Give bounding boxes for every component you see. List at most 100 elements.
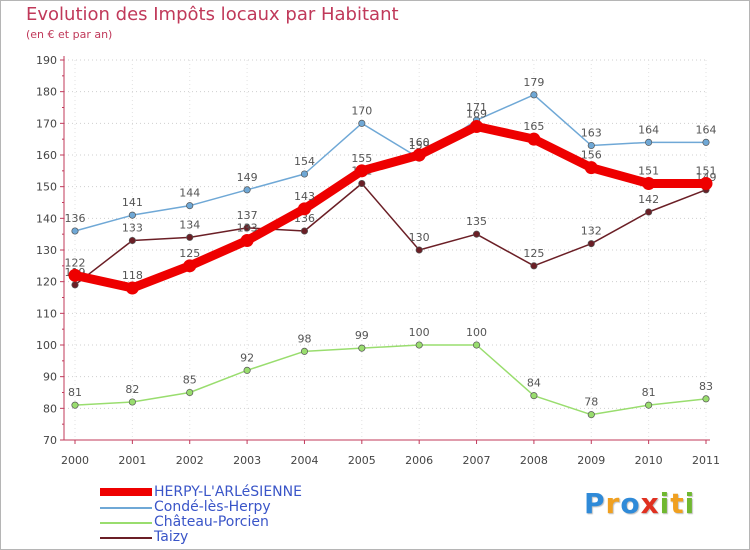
legend-swatch-herpy [100, 488, 152, 496]
data-label: 154 [294, 155, 315, 168]
data-point [530, 392, 538, 400]
data-point [530, 262, 538, 270]
data-point [300, 347, 309, 355]
data-label: 134 [179, 218, 200, 231]
x-tick-label: 2011 [692, 454, 720, 467]
legend-swatch-taizy [100, 537, 152, 539]
data-point [186, 202, 194, 210]
data-point [587, 240, 595, 248]
data-label: 83 [699, 380, 713, 393]
data-label: 125 [179, 247, 200, 260]
proxiti-logo: Proxiti [584, 487, 695, 520]
data-label: 92 [240, 351, 254, 364]
data-point [358, 179, 366, 188]
x-tick-label: 2004 [290, 454, 318, 467]
y-tick-label: 90 [43, 371, 57, 384]
logo-letter: i [684, 487, 696, 520]
data-point [128, 211, 136, 219]
y-tick-label: 150 [36, 181, 57, 194]
x-tick-label: 2008 [520, 454, 548, 467]
data-label: 133 [122, 222, 143, 235]
data-label: 136 [65, 212, 86, 225]
x-tick-label: 2005 [348, 454, 376, 467]
data-label: 85 [183, 374, 197, 387]
data-label: 144 [179, 187, 200, 200]
data-point [186, 388, 194, 397]
data-point [243, 186, 251, 194]
data-point [71, 227, 79, 235]
data-point [645, 208, 653, 216]
x-tick-label: 2003 [233, 454, 261, 467]
x-tick-label: 2002 [176, 454, 204, 467]
data-point [642, 177, 656, 190]
data-label: 151 [696, 165, 717, 178]
data-point [645, 138, 653, 146]
legend-swatch-conde [100, 507, 152, 509]
y-tick-label: 170 [36, 117, 57, 130]
x-tick-label: 2009 [577, 454, 605, 467]
legend-swatch-chateau [100, 522, 152, 524]
data-label: 99 [355, 329, 369, 342]
data-point [527, 132, 541, 146]
data-label: 142 [638, 193, 659, 206]
logo-letter: P [584, 487, 606, 520]
data-label: 141 [122, 196, 143, 209]
data-label: 163 [581, 127, 602, 140]
y-tick-label: 190 [36, 54, 57, 67]
data-label: 122 [65, 256, 86, 269]
legend-label-chateau: Château-Porcien [154, 514, 269, 530]
data-point [472, 341, 481, 349]
logo-letter: x [640, 487, 660, 520]
data-label: 171 [466, 101, 487, 114]
data-label: 98 [297, 332, 311, 345]
y-tick-label: 120 [36, 276, 57, 289]
chart-title: Evolution des Impôts locaux par Habitant [26, 4, 399, 25]
data-point [243, 366, 251, 374]
data-point [470, 120, 484, 133]
data-label: 78 [584, 396, 598, 409]
data-point [125, 281, 139, 295]
legend-label-herpy: HERPY-L'ARLéSIENNE [154, 484, 302, 500]
data-point [699, 177, 713, 190]
data-point [186, 233, 194, 241]
data-point [702, 138, 710, 146]
data-label: 130 [409, 231, 430, 244]
data-label: 169 [466, 108, 487, 121]
series-line [74, 182, 707, 286]
data-point [587, 411, 595, 419]
data-point [584, 161, 598, 175]
data-label: 170 [351, 104, 372, 117]
y-tick-label: 100 [36, 339, 57, 352]
data-point [530, 91, 538, 99]
data-label: 160 [409, 136, 430, 149]
y-tick-label: 110 [36, 307, 57, 320]
data-label: 151 [638, 165, 659, 178]
data-label: 118 [122, 269, 143, 282]
data-label: 82 [125, 383, 139, 396]
legend-label-taizy: Taizy [154, 529, 189, 545]
data-point [358, 344, 366, 352]
chart-subtitle: (en € et par an) [26, 28, 113, 41]
y-tick-label: 180 [36, 86, 57, 99]
data-point [472, 230, 481, 238]
series-line [70, 122, 711, 293]
data-label: 81 [642, 386, 656, 399]
data-label: 133 [237, 222, 258, 235]
data-point [415, 246, 423, 254]
data-point [300, 170, 309, 178]
data-point [71, 401, 79, 409]
data-point [128, 236, 136, 245]
y-tick-label: 70 [43, 434, 57, 447]
data-point [128, 398, 136, 406]
data-label: 125 [523, 247, 544, 260]
data-point [645, 401, 653, 409]
data-point [300, 227, 309, 235]
data-point [412, 148, 426, 162]
data-point [587, 141, 595, 150]
logo-letter: o [620, 487, 641, 520]
data-label: 179 [523, 76, 544, 89]
y-tick-label: 130 [36, 244, 57, 257]
data-label: 165 [523, 120, 544, 133]
data-label: 137 [237, 209, 258, 222]
data-point [240, 234, 254, 247]
